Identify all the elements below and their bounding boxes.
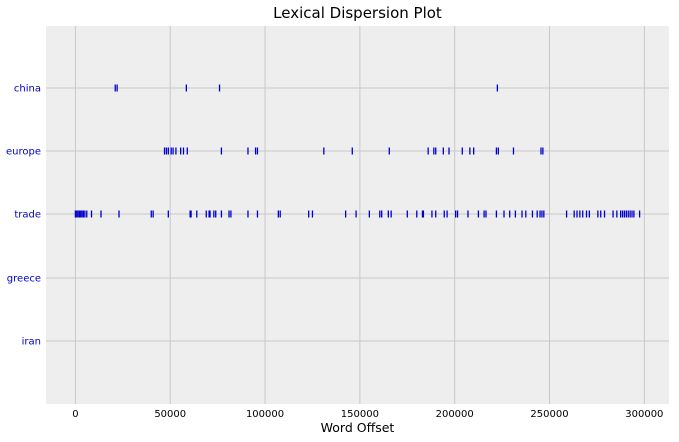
chart-title: Lexical Dispersion Plot <box>273 4 442 22</box>
x-tick-label: 250000 <box>530 409 568 420</box>
data-marks <box>74 84 641 218</box>
x-axis-label: Word Offset <box>321 420 395 435</box>
grid <box>46 26 669 404</box>
x-tick-labels: 0 50000 100000 150000 200000 250000 300000 <box>72 409 663 420</box>
x-tick-label: 50000 <box>154 409 186 420</box>
y-tick-label-greece: greece <box>7 274 41 285</box>
y-tick-labels: china europe trade greece iran <box>6 84 41 348</box>
x-tick-label: 300000 <box>625 409 663 420</box>
y-tick-label-europe: europe <box>6 147 41 158</box>
x-tick-label: 0 <box>72 409 78 420</box>
y-tick-label-iran: iran <box>22 337 41 348</box>
x-tick-label: 200000 <box>436 409 474 420</box>
y-tick-label-china: china <box>14 84 41 95</box>
x-tick-label: 150000 <box>341 409 379 420</box>
plot-area <box>46 26 669 404</box>
y-tick-label-trade: trade <box>14 210 41 221</box>
x-tick-label: 100000 <box>246 409 284 420</box>
